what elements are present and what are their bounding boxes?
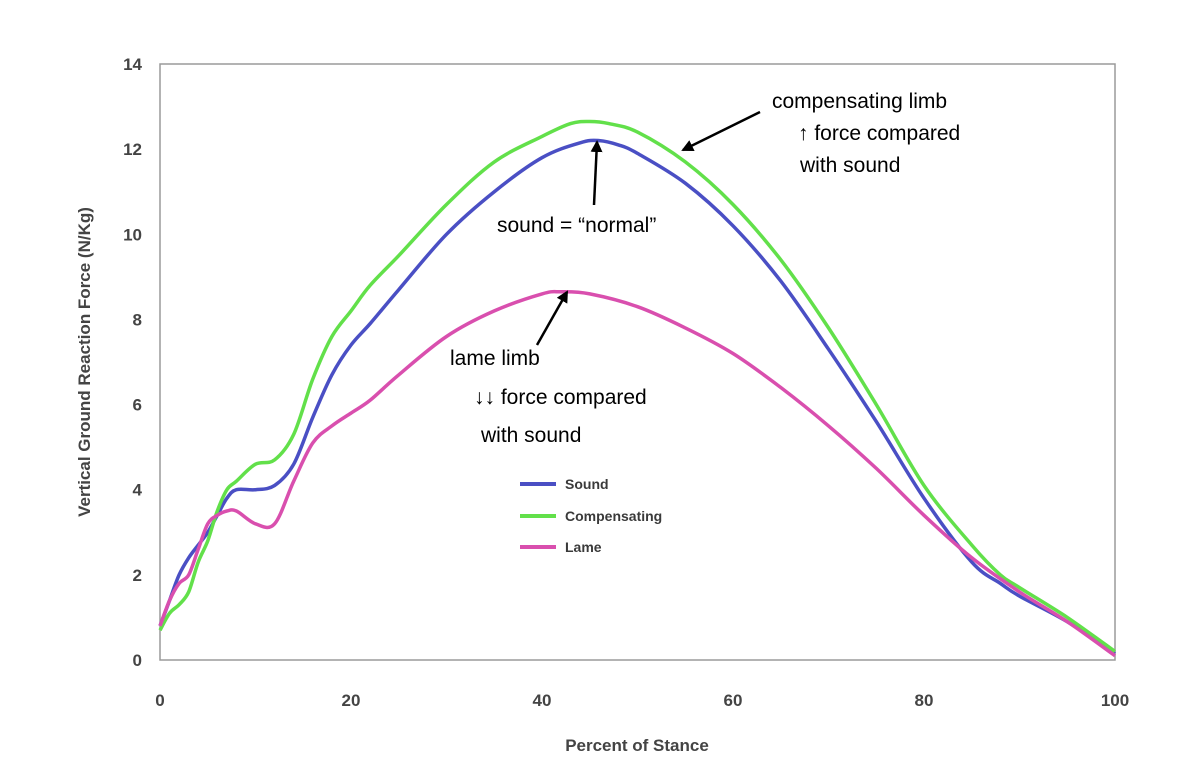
annotation-lame-line-1: lame limb <box>450 347 540 370</box>
y-tick-label: 10 <box>123 225 142 244</box>
annotation-lame-line-2: ↓↓ force compared <box>474 386 647 409</box>
x-tick-label: 100 <box>1101 691 1129 710</box>
y-tick-label: 14 <box>123 55 142 74</box>
y-tick-label: 6 <box>133 396 142 415</box>
x-axis-ticks: 0 20 40 60 80 100 <box>155 691 1129 710</box>
y-tick-label: 4 <box>133 481 143 500</box>
annotation-compensating-line-2: ↑ force compared <box>798 122 960 145</box>
series-line-lame <box>158 289 1117 658</box>
legend-label-sound: Sound <box>565 476 609 492</box>
legend: Sound Compensating Lame <box>520 476 662 555</box>
series-line-compensating <box>158 119 1117 653</box>
series-lines <box>158 119 1117 658</box>
annotation-compensating-line-1: compensating limb <box>772 90 947 113</box>
annotation-sound: sound = “normal” <box>497 140 656 237</box>
legend-label-lame: Lame <box>565 539 602 555</box>
annotation-sound-arrow <box>590 140 603 206</box>
x-axis-title: Percent of Stance <box>565 736 709 755</box>
y-tick-label: 8 <box>133 310 142 329</box>
y-axis-ticks: 0 2 4 6 8 10 12 14 <box>123 55 142 670</box>
annotation-lame: lame limb ↓↓ force compared with sound <box>450 290 647 447</box>
annotation-compensating-arrow <box>681 110 761 152</box>
legend-label-compensating: Compensating <box>565 508 662 524</box>
y-tick-label: 12 <box>123 140 142 159</box>
x-tick-label: 20 <box>342 691 361 710</box>
x-tick-label: 0 <box>155 691 164 710</box>
y-axis-title: Vertical Ground Reaction Force (N/Kg) <box>75 207 94 517</box>
y-tick-label: 0 <box>133 651 142 670</box>
x-tick-label: 40 <box>533 691 552 710</box>
x-tick-label: 60 <box>724 691 743 710</box>
y-tick-label: 2 <box>133 566 142 585</box>
annotation-compensating-line-3: with sound <box>799 154 900 177</box>
annotation-lame-arrow <box>535 290 569 346</box>
annotation-lame-line-3: with sound <box>480 424 581 447</box>
x-tick-label: 80 <box>915 691 934 710</box>
annotation-sound-line-1: sound = “normal” <box>497 214 656 237</box>
plot-frame <box>159 63 1116 661</box>
annotation-compensating: compensating limb ↑ force compared with … <box>681 90 960 177</box>
